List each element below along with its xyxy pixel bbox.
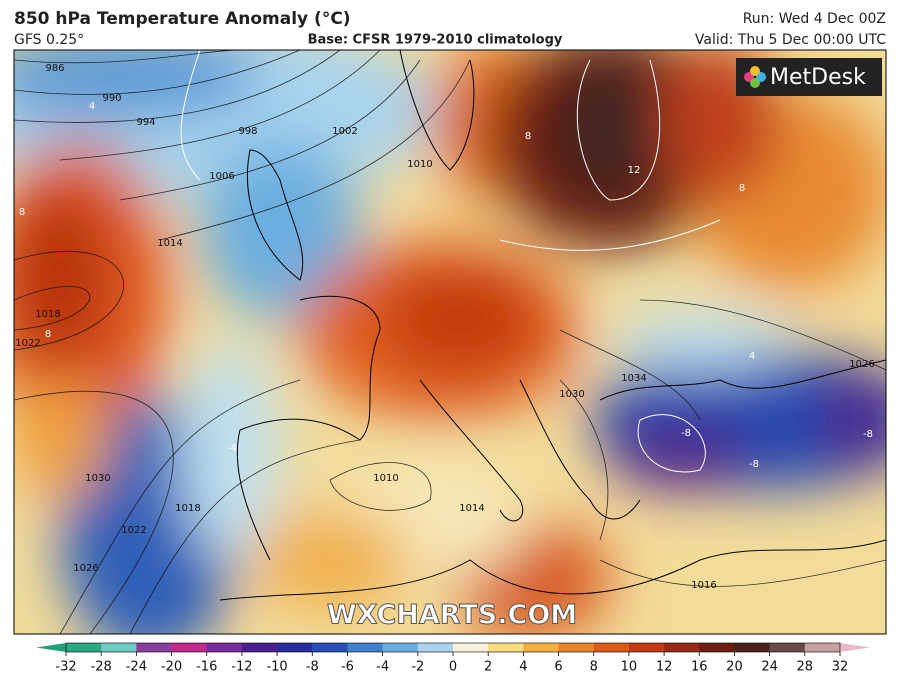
isobar-label: 986 [45, 63, 64, 74]
anomaly-label: 8 [739, 183, 745, 194]
colorbar-tick-label: 0 [449, 660, 457, 675]
colorbar-tick-label: 28 [797, 660, 814, 675]
isobar-label: 1034 [621, 373, 646, 384]
isobar-label: 1030 [559, 389, 584, 400]
anomaly-label: -4 [227, 443, 237, 454]
colorbar-tick-label: -12 [231, 660, 252, 675]
isobar-label: 1016 [691, 580, 716, 591]
anomaly-label: 4 [749, 351, 755, 362]
colorbar-end [36, 643, 66, 652]
colorbar-segment [664, 643, 700, 652]
isobar-label: 1026 [73, 563, 98, 574]
colorbar-tick-label: -10 [266, 660, 287, 675]
colorbar-tick-label: 24 [761, 660, 778, 675]
colorbar-segment [347, 643, 384, 652]
colorbar-tick-label: 10 [621, 660, 638, 675]
colorbar-segment [628, 643, 665, 652]
colorbar-segment [312, 643, 348, 652]
anomaly-label: 8 [45, 329, 51, 340]
isobar-label: 1026 [849, 359, 874, 370]
isobar-label: 1022 [15, 338, 40, 349]
isobar-label: 990 [102, 93, 121, 104]
colorbar-tick-label: -2 [411, 660, 424, 675]
colorbar-tick-label: 4 [519, 660, 527, 675]
colorbar-tick-label: 32 [832, 660, 849, 675]
colorbar-segment [769, 643, 806, 652]
colorbar-tick-label: -6 [341, 660, 354, 675]
colorbar-segment [804, 643, 841, 652]
colorbar-tick-label: 8 [590, 660, 598, 675]
colorbar-segment [593, 643, 630, 652]
isobar-label: 1010 [407, 159, 432, 170]
anomaly-label: 8 [525, 131, 531, 142]
colorbar-segment [453, 643, 489, 652]
anomaly-label: -8 [681, 428, 691, 439]
colorbar-segment [136, 643, 173, 652]
colorbar-segment [699, 643, 735, 652]
isobar-label: 1006 [209, 171, 234, 182]
colorbar-segment [488, 643, 524, 652]
colorbar-segment [417, 643, 454, 652]
model-name: GFS 0.25° [14, 32, 84, 48]
valid-text: Valid: Thu 5 Dec 00:00 UTC [695, 32, 886, 48]
anomaly-label: -8 [749, 459, 759, 470]
isobar-label: 1014 [459, 503, 484, 514]
colorbar-segment [206, 643, 243, 652]
isobar-label: 1002 [332, 126, 357, 137]
colorbar-segment [382, 643, 419, 652]
colorbar-tick-label: -24 [126, 660, 147, 675]
colorbar-segment [558, 643, 595, 652]
logo-text: MetDesk [770, 65, 866, 90]
anomaly-label: -8 [863, 429, 873, 440]
colorbar-tick-label: 20 [726, 660, 743, 675]
watermark: WXCHARTS.COM [327, 600, 577, 631]
isobar-label: 1030 [85, 473, 110, 484]
isobar-label: 1014 [157, 238, 182, 249]
colorbar-tick-label: -20 [161, 660, 182, 675]
isobar-label: 1010 [373, 473, 398, 484]
logo-mark [744, 66, 766, 88]
colorbar-segment [241, 643, 278, 652]
colorbar-tick-label: 2 [484, 660, 492, 675]
colorbar-segment [66, 643, 102, 652]
colorbar-segment [171, 643, 208, 652]
colorbar-tick-label: -28 [91, 660, 112, 675]
colorbar-tick-label: -32 [55, 660, 76, 675]
map-area: 986 990 994 998 1002 1006 1010 1014 1018 1022 1030… [14, 50, 886, 634]
run-text: Run: Wed 4 Dec 00Z [743, 11, 886, 27]
colorbar-end [840, 643, 870, 652]
colorbar-segment [101, 643, 137, 652]
colorbar-segment [277, 643, 313, 652]
map-frame [13, 49, 887, 635]
colorbar-segment [523, 643, 560, 652]
base-text: Base: CFSR 1979-2010 climatology [308, 33, 563, 48]
colorbar-tick-label: 6 [554, 660, 562, 675]
isobar-label: 1018 [35, 309, 60, 320]
colorbar-tick-label: -16 [196, 660, 217, 675]
isobar-label: 1022 [121, 525, 146, 536]
anomaly-label: 4 [89, 101, 95, 112]
colorbar-tick-label: 16 [691, 660, 708, 675]
isobar-label: 998 [238, 126, 257, 137]
map-title: 850 hPa Temperature Anomaly (°C) [14, 9, 351, 29]
colorbar-tick-label: 12 [656, 660, 673, 675]
anomaly-label: 8 [19, 207, 25, 218]
anomaly-label: 12 [628, 165, 641, 176]
colorbar-tick-label: -8 [306, 660, 319, 675]
isobar-label: 994 [136, 117, 155, 128]
colorbar: -32 -28 -24 -20 -16 -12 -10 -8 -6 -4 -2 0 2 4 6 8 10 12 16… [36, 642, 870, 675]
colorbar-segment [734, 643, 771, 652]
colorbar-tick-label: -4 [376, 660, 389, 675]
isobar-label: 1018 [175, 503, 200, 514]
